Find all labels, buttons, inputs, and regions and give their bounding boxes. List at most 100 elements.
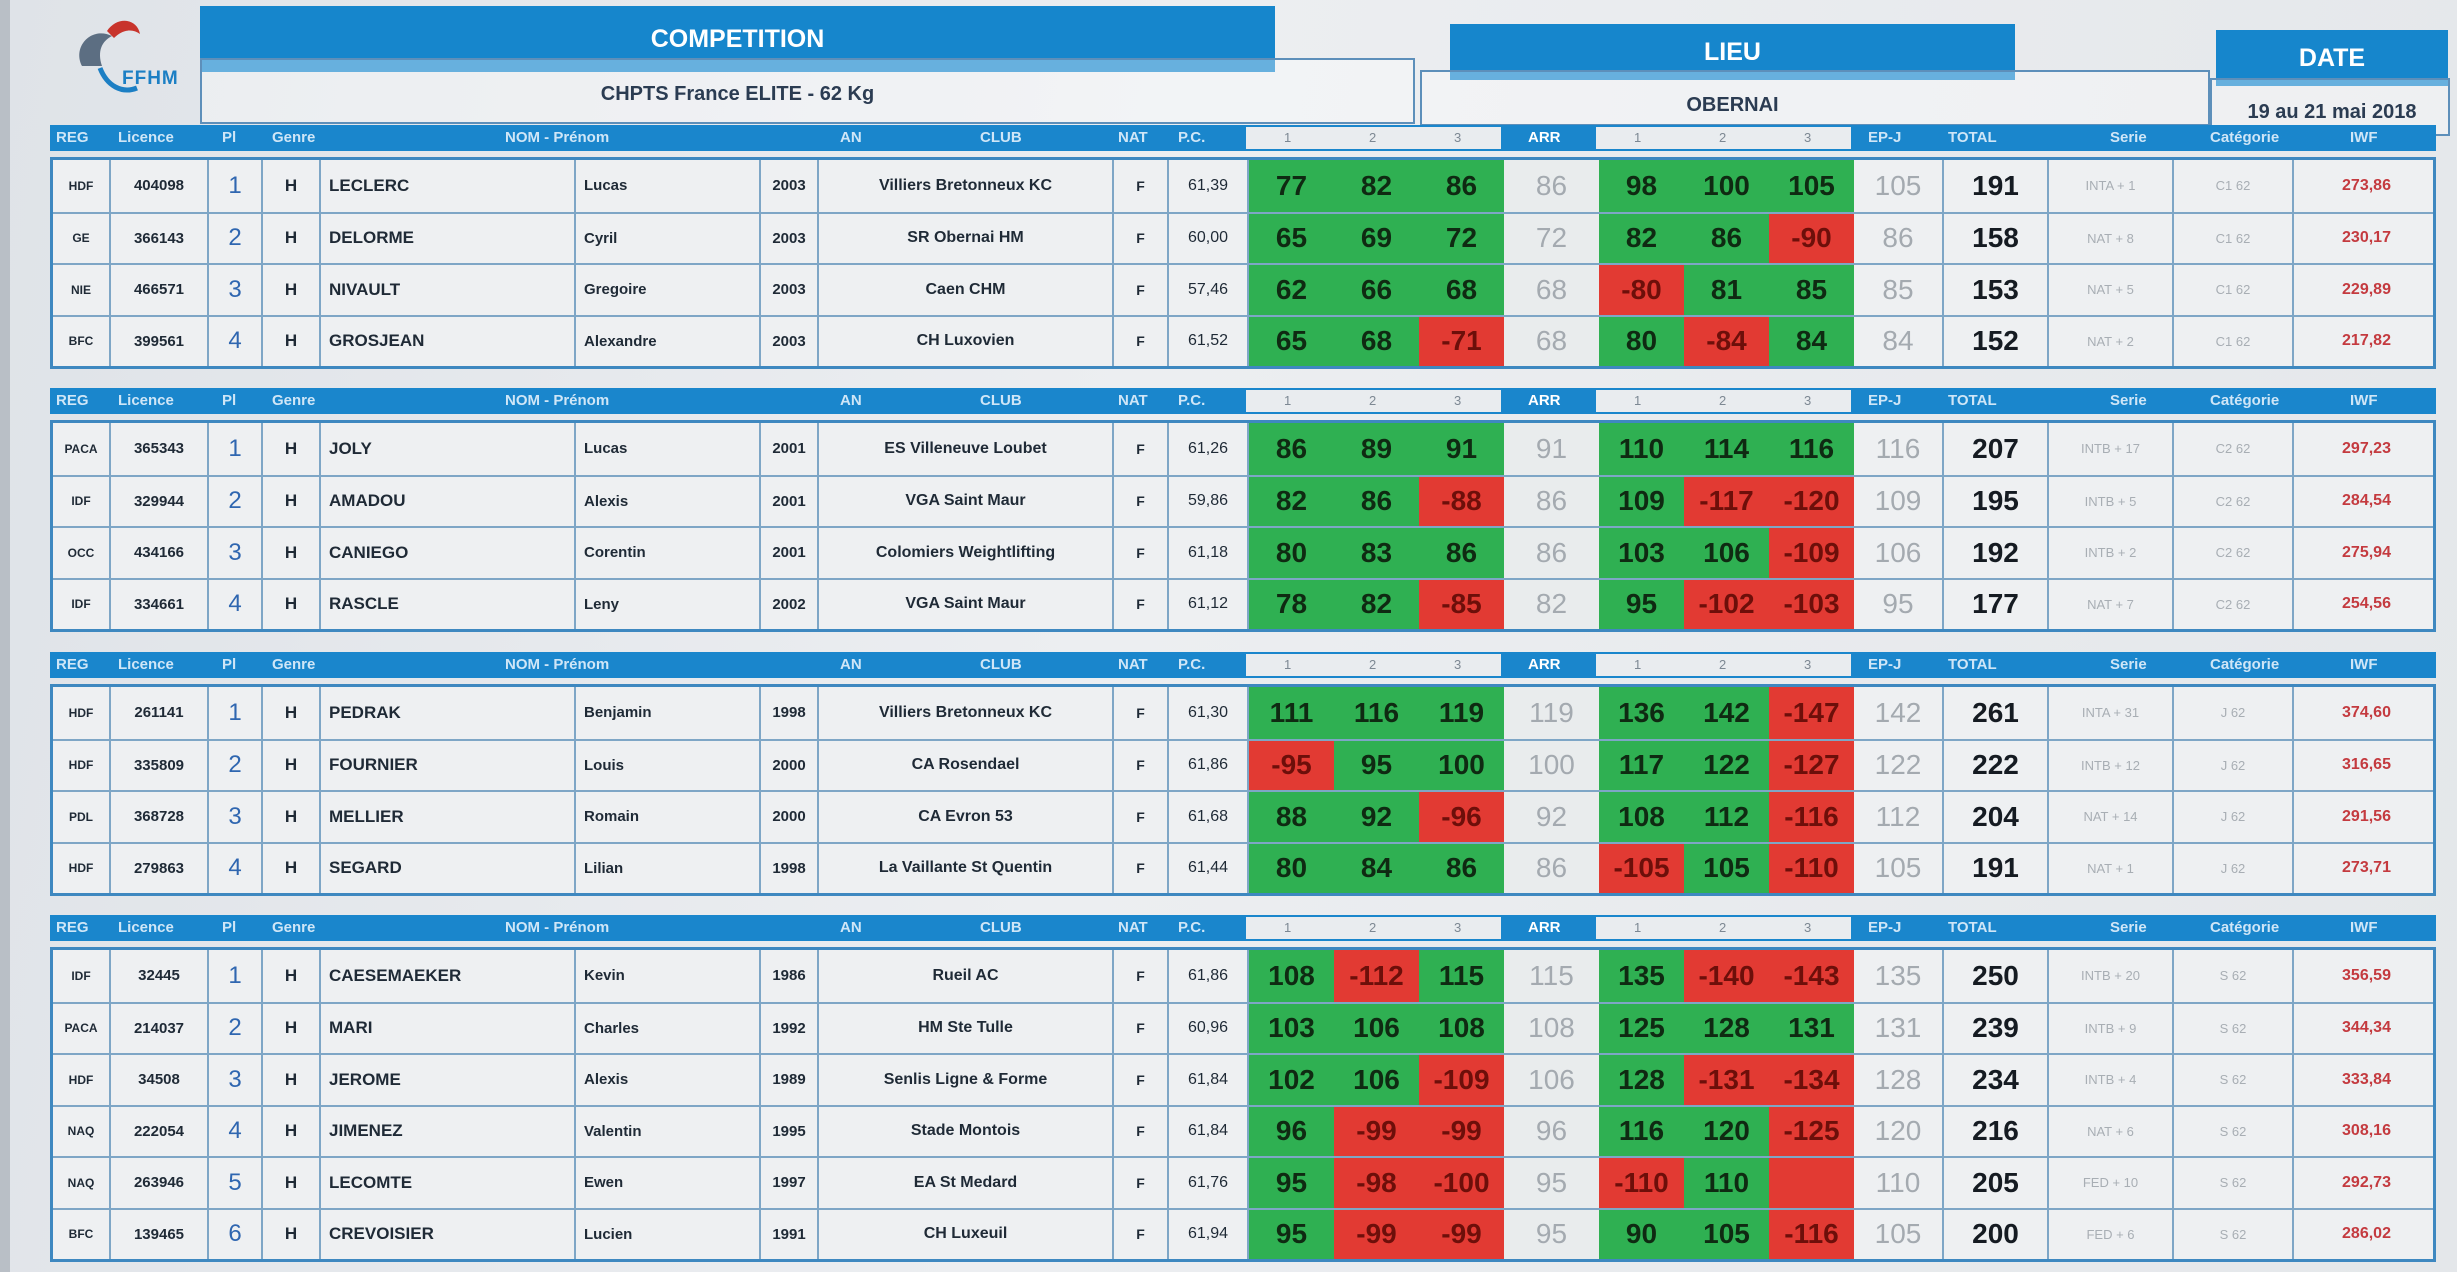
column-header-att1: 1 — [1634, 920, 1642, 935]
cell-pc: 61,84 — [1169, 1055, 1249, 1105]
cell-genre: H — [263, 1106, 321, 1156]
cell-a2: 95 — [1334, 740, 1419, 790]
cell-licence: 368728 — [111, 792, 209, 842]
cell-e3 — [1769, 1158, 1854, 1208]
cell-epj: 122 — [1854, 740, 1944, 790]
cell-a1: 80 — [1249, 843, 1334, 893]
cell-licence: 466571 — [111, 265, 209, 315]
cell-e2: 114 — [1684, 423, 1769, 475]
cell-prenom: Ewen — [576, 1158, 761, 1208]
column-header-serie: Serie — [2110, 919, 2147, 936]
cell-total: 152 — [1944, 316, 2049, 366]
cell-a3: 100 — [1419, 740, 1504, 790]
cell-total: 192 — [1944, 528, 2049, 578]
athlete-row: NAQ 222054 4 H JIMENEZ Valentin 1995 Stade Mont… — [53, 1104, 2433, 1156]
cell-pc: 61,44 — [1169, 843, 1249, 893]
cell-cat: S 62 — [2174, 1055, 2294, 1105]
cell-serie: INTB + 9 — [2049, 1003, 2174, 1053]
ffhm-logo: FFHM — [62, 6, 202, 116]
cell-pl: 4 — [209, 579, 263, 629]
cell-serie: INTB + 4 — [2049, 1055, 2174, 1105]
cell-an: 1986 — [761, 950, 819, 1002]
athlete-row: PACA 365343 1 H JOLY Lucas 2001 ES Villeneuve L… — [53, 423, 2433, 475]
date-label: DATE — [2216, 30, 2448, 86]
cell-genre: H — [263, 160, 321, 212]
cell-genre: H — [263, 792, 321, 842]
cell-epj: 84 — [1854, 316, 1944, 366]
column-header-pc: P.C. — [1178, 392, 1206, 409]
column-header-reg: REG — [56, 129, 89, 146]
column-header-an: AN — [840, 129, 862, 146]
cell-iwf: 344,34 — [2342, 1019, 2391, 1037]
cell-a3: -96 — [1419, 792, 1504, 842]
cell-cat: S 62 — [2174, 950, 2294, 1002]
cell-licence: 214037 — [111, 1003, 209, 1053]
cell-pc: 61,39 — [1169, 160, 1249, 212]
cell-an: 2003 — [761, 160, 819, 212]
column-header-att2: 2 — [1369, 130, 1377, 145]
athlete-row: PACA 214037 2 H MARI Charles 1992 HM Ste Tulle F… — [53, 1001, 2433, 1053]
cell-reg: BFC — [53, 316, 111, 366]
cell-pl: 3 — [209, 792, 263, 842]
cell-licence: 261141 — [111, 687, 209, 739]
cell-cat: C2 62 — [2174, 528, 2294, 578]
cell-e2: 105 — [1684, 843, 1769, 893]
athlete-row: IDF 334661 4 H RASCLE Leny 2002 VGA Saint Maur F… — [53, 577, 2433, 629]
competition-label: COMPETITION — [200, 6, 1275, 72]
cell-total: 261 — [1944, 687, 2049, 739]
cell-e2: 81 — [1684, 265, 1769, 315]
cell-serie: NAT + 5 — [2049, 265, 2174, 315]
cell-pl: 1 — [209, 950, 263, 1002]
cell-pc: 61,12 — [1169, 579, 1249, 629]
cell-an: 2003 — [761, 265, 819, 315]
cell-arr: 92 — [1504, 792, 1599, 842]
athlete-row: PDL 368728 3 H MELLIER Romain 2000 CA Evron 53 F… — [53, 790, 2433, 842]
cell-cat: S 62 — [2174, 1106, 2294, 1156]
cell-licence: 399561 — [111, 316, 209, 366]
athlete-rows: IDF 32445 1 H CAESEMAEKER Kevin 1986 Rueil AC F 6… — [50, 947, 2436, 1262]
column-header-iwf: IWF — [2350, 129, 2378, 146]
athlete-row: NIE 466571 3 H NIVAULT Gregoire 2003 Caen CHM F 5… — [53, 263, 2433, 315]
cell-a3: 86 — [1419, 843, 1504, 893]
cell-club: Villiers Bretonneux KC — [819, 687, 1114, 739]
cell-a2: 82 — [1334, 579, 1419, 629]
cell-serie: INTA + 31 — [2049, 687, 2174, 739]
column-header-genre: Genre — [272, 919, 316, 936]
column-header-licence: Licence — [118, 129, 174, 146]
column-header-pl: Pl — [222, 919, 237, 936]
cell-total: 177 — [1944, 579, 2049, 629]
cell-iwf: 308,16 — [2342, 1122, 2391, 1140]
cell-cat: C1 62 — [2174, 316, 2294, 366]
cell-e1: 82 — [1599, 213, 1684, 263]
cell-e3: 85 — [1769, 265, 1854, 315]
column-header-att2: 2 — [1719, 657, 1727, 672]
athlete-rows: HDF 261141 1 H PEDRAK Benjamin 1998 Villiers Br… — [50, 684, 2436, 896]
column-header-pl: Pl — [222, 392, 237, 409]
cell-a2: 83 — [1334, 528, 1419, 578]
cell-reg: NAQ — [53, 1158, 111, 1208]
athlete-group-1: REG Licence Pl Genre NOM - Prénom AN CLUB NAT P.… — [50, 125, 2436, 369]
column-header-att3: 3 — [1454, 920, 1462, 935]
cell-a1: 65 — [1249, 316, 1334, 366]
cell-licence: 139465 — [111, 1209, 209, 1259]
column-header-reg: REG — [56, 392, 89, 409]
cell-e1: 125 — [1599, 1003, 1684, 1053]
column-header-serie: Serie — [2110, 656, 2147, 673]
cell-a1: 96 — [1249, 1106, 1334, 1156]
snatch-attempts-header: 1 2 3 — [1246, 127, 1501, 149]
athlete-group-4: REG Licence Pl Genre NOM - Prénom AN CLUB NAT P.… — [50, 915, 2436, 1262]
cell-licence: 222054 — [111, 1106, 209, 1156]
cell-serie: NAT + 8 — [2049, 213, 2174, 263]
cell-reg: GE — [53, 213, 111, 263]
cell-licence: 279863 — [111, 843, 209, 893]
cell-cat: C2 62 — [2174, 579, 2294, 629]
cell-serie: INTB + 20 — [2049, 950, 2174, 1002]
cell-iwf: 292,73 — [2342, 1173, 2391, 1191]
cell-e3: -116 — [1769, 1209, 1854, 1259]
cell-a3: -100 — [1419, 1158, 1504, 1208]
cell-a2: 69 — [1334, 213, 1419, 263]
cell-prenom: Lilian — [576, 843, 761, 893]
cell-nat: F — [1114, 1106, 1169, 1156]
cell-pl: 2 — [209, 740, 263, 790]
cell-genre: H — [263, 950, 321, 1002]
